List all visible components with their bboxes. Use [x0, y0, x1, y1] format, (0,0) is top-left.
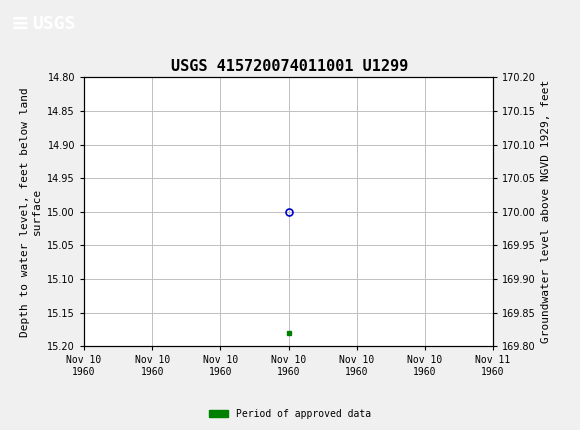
- Legend: Period of approved data: Period of approved data: [205, 405, 375, 423]
- Y-axis label: Groundwater level above NGVD 1929, feet: Groundwater level above NGVD 1929, feet: [542, 80, 552, 344]
- Text: USGS 415720074011001 U1299: USGS 415720074011001 U1299: [171, 59, 409, 74]
- Y-axis label: Depth to water level, feet below land
surface: Depth to water level, feet below land su…: [20, 87, 42, 337]
- Text: USGS: USGS: [32, 15, 75, 33]
- Text: ≡: ≡: [10, 14, 29, 34]
